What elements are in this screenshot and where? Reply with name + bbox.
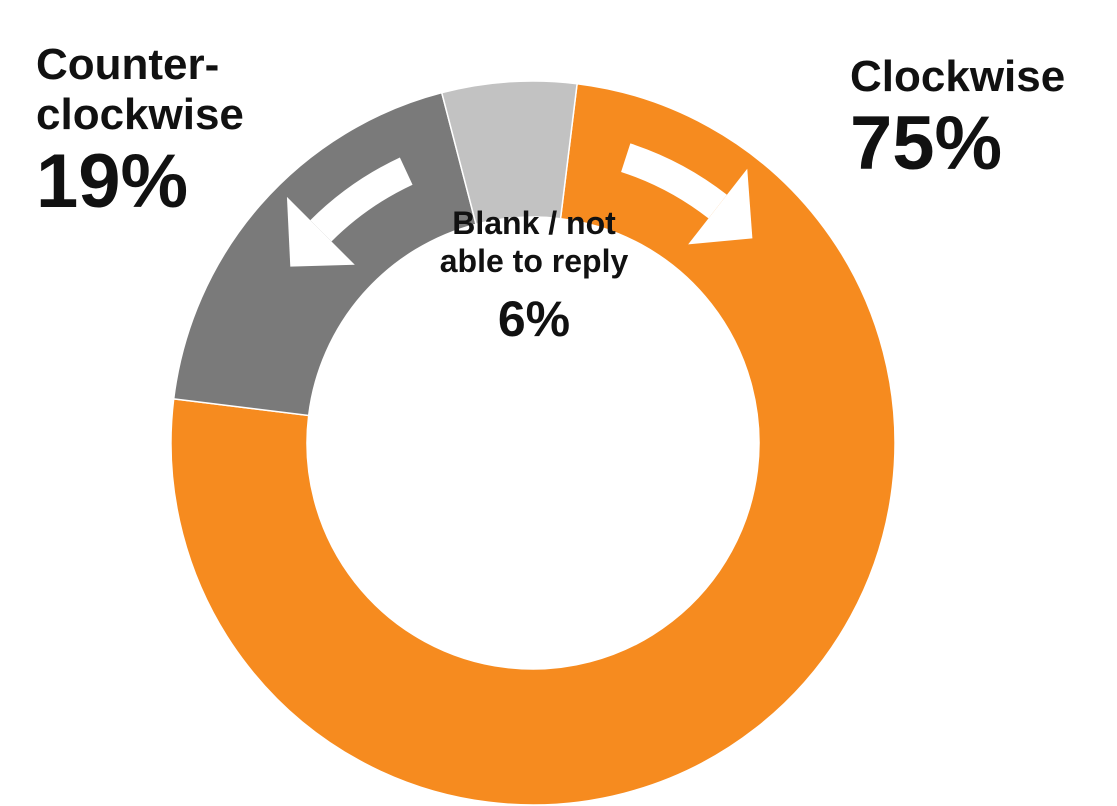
slice-blank	[440, 80, 578, 226]
counterclockwise-name: Counter-clockwise	[36, 40, 244, 139]
blank-name: Blank / not able to reply	[439, 205, 629, 279]
label-clockwise: Clockwise 75%	[850, 52, 1065, 182]
clockwise-name: Clockwise	[850, 52, 1066, 101]
counterclockwise-arrow	[286, 157, 413, 267]
label-counterclockwise: Counter-clockwise 19%	[36, 40, 244, 220]
clockwise-percent: 75%	[850, 101, 1003, 186]
clockwise-arrow	[620, 143, 753, 245]
counterclockwise-percent: 19%	[36, 139, 189, 224]
slice-clockwise	[170, 82, 896, 806]
label-blank: Blank / not able to reply 6%	[414, 204, 654, 344]
blank-percent: 6%	[497, 291, 571, 347]
